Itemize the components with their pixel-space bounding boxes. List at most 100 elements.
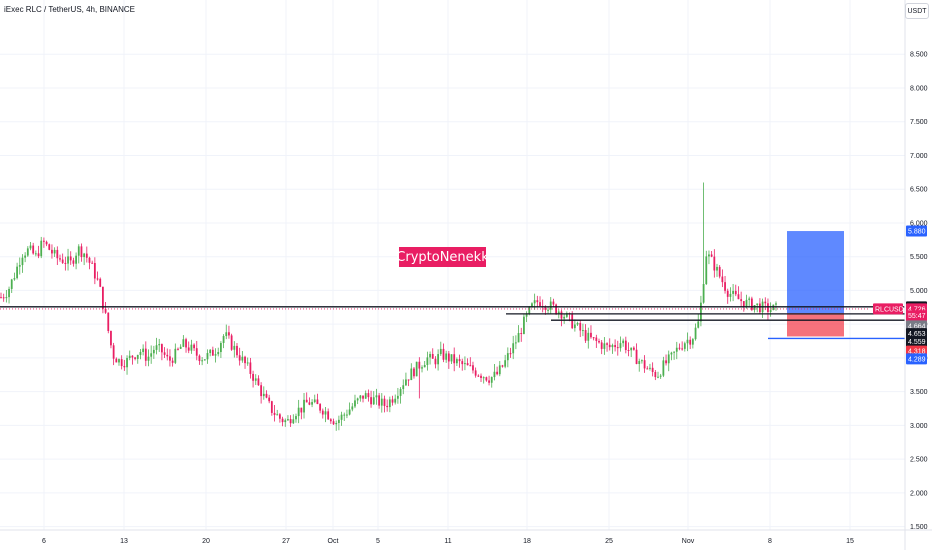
price-label: 5.880 bbox=[908, 229, 926, 236]
price-tick-label: 6.500 bbox=[910, 187, 928, 194]
candle-body bbox=[611, 345, 614, 348]
candle-body bbox=[734, 290, 737, 295]
candle-body bbox=[616, 347, 619, 349]
candle-body bbox=[300, 407, 303, 413]
candle-body bbox=[134, 357, 136, 359]
candle-body bbox=[217, 352, 220, 355]
candle-body bbox=[370, 397, 372, 405]
candle-body bbox=[742, 301, 745, 308]
candle-body bbox=[410, 368, 413, 381]
candle-body bbox=[356, 398, 359, 401]
candle-body bbox=[654, 372, 657, 378]
symbol-tag-label: RLCUSDT bbox=[875, 306, 909, 313]
currency-button[interactable]: USDT bbox=[905, 3, 929, 19]
candle-body bbox=[246, 362, 249, 364]
candle-body bbox=[447, 353, 450, 362]
candle-body bbox=[724, 282, 726, 291]
price-tick-label: 3.500 bbox=[910, 389, 928, 396]
price-label: 4.726 bbox=[908, 306, 926, 313]
candle-body bbox=[53, 249, 56, 254]
candle-body bbox=[115, 358, 118, 363]
candle-body bbox=[335, 423, 338, 425]
candle-body bbox=[737, 294, 740, 300]
candle-body bbox=[525, 313, 528, 317]
candle-body bbox=[80, 246, 83, 258]
candle-body bbox=[426, 357, 429, 365]
horizontal-lines[interactable] bbox=[0, 306, 905, 340]
candle-body bbox=[193, 344, 195, 349]
candle-body bbox=[453, 354, 456, 364]
candle-body bbox=[563, 316, 566, 319]
price-tick-label: 7.500 bbox=[910, 119, 928, 126]
position-tool[interactable] bbox=[787, 231, 844, 337]
candle-body bbox=[431, 353, 434, 359]
candle-body bbox=[477, 375, 480, 377]
candle-body bbox=[697, 321, 700, 328]
candle-body bbox=[705, 256, 708, 285]
grid bbox=[0, 0, 905, 530]
candle-body bbox=[225, 332, 228, 337]
candle-body bbox=[442, 348, 445, 360]
candle-body bbox=[34, 253, 37, 255]
candle-body bbox=[694, 327, 697, 340]
candle-body bbox=[136, 354, 139, 359]
candle-body bbox=[759, 303, 761, 313]
price-tick-label: 3.000 bbox=[910, 423, 928, 430]
candle-body bbox=[268, 397, 271, 402]
candle-body bbox=[646, 368, 649, 370]
candle-body bbox=[351, 406, 354, 410]
time-tick-label: 15 bbox=[846, 538, 854, 545]
candle-body bbox=[512, 343, 515, 354]
price-labels: RLCUSDT5.8804.7574.72655:474.6644.6534.5… bbox=[873, 225, 927, 365]
candle-body bbox=[748, 298, 751, 300]
candle-body bbox=[383, 398, 386, 406]
candle-body bbox=[391, 399, 394, 403]
candle-body bbox=[659, 375, 662, 377]
candle-body bbox=[600, 342, 603, 349]
price-tick-label: 5.500 bbox=[910, 254, 928, 261]
candle-body bbox=[651, 367, 654, 373]
candle-body bbox=[437, 354, 440, 365]
candle-body bbox=[110, 330, 112, 346]
candle-body bbox=[632, 347, 635, 350]
candle-body bbox=[523, 316, 525, 334]
price-label: 4.289 bbox=[908, 356, 926, 363]
candle-body bbox=[222, 336, 225, 344]
price-axis[interactable]: 8.500 8.000 7.500 7.000 6.500 6.000 5.500 5.000… bbox=[904, 0, 928, 550]
candle-body bbox=[455, 359, 458, 364]
price-tick-label: 2.000 bbox=[910, 490, 928, 497]
candle-body bbox=[708, 254, 710, 257]
candle-body bbox=[313, 399, 316, 403]
candle-body bbox=[337, 419, 340, 424]
time-tick-label: 5 bbox=[376, 538, 380, 545]
candle-body bbox=[531, 303, 533, 307]
time-tick-label: 8 bbox=[768, 538, 772, 545]
candle-body bbox=[691, 339, 694, 345]
candle-body bbox=[587, 332, 590, 341]
candle-body bbox=[228, 332, 230, 336]
candle-body bbox=[284, 420, 287, 423]
candle-body bbox=[359, 395, 362, 399]
candle-body bbox=[667, 354, 670, 364]
candle-body bbox=[544, 306, 547, 310]
candle-body bbox=[388, 399, 391, 408]
candle-body bbox=[69, 256, 72, 261]
candle-body bbox=[118, 359, 120, 363]
candle-body bbox=[321, 410, 324, 415]
candle-body bbox=[43, 240, 45, 242]
symbol-tag bbox=[873, 303, 903, 315]
candle-body bbox=[378, 395, 381, 406]
candle-body bbox=[493, 371, 496, 378]
time-axis[interactable]: 6 13 20 27 Oct 5 11 18 25 Nov 8 15 bbox=[0, 529, 932, 545]
candle-body bbox=[187, 347, 190, 351]
candle-body bbox=[104, 308, 107, 313]
candle-body bbox=[729, 293, 732, 297]
candle-body bbox=[764, 301, 767, 304]
candle-body bbox=[29, 245, 32, 249]
candle-body bbox=[670, 352, 673, 355]
time-tick-label: 11 bbox=[444, 538, 451, 545]
price-tick-label: 6.000 bbox=[910, 220, 928, 227]
candle-body bbox=[740, 299, 743, 302]
candle-body bbox=[21, 257, 24, 266]
